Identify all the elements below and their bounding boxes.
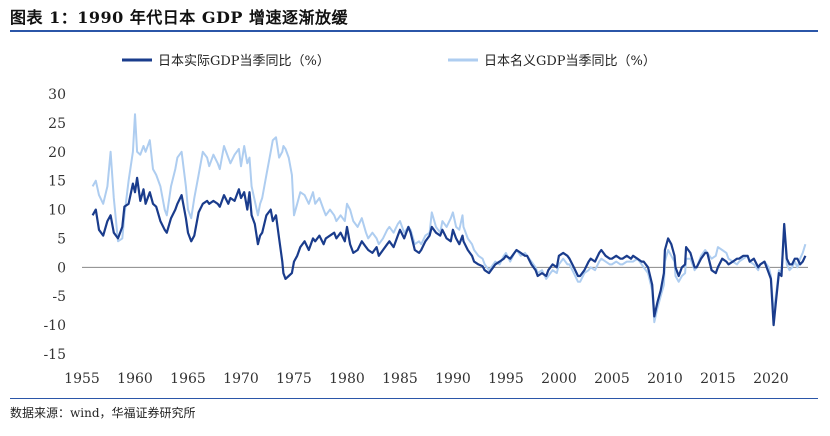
- x-tick-label: 1980: [329, 371, 365, 387]
- legend-label-nominal: 日本名义GDP当季同比（%）: [484, 53, 656, 69]
- y-tick-label: 10: [48, 203, 66, 219]
- y-tick-label: 30: [48, 87, 66, 103]
- x-tick-label: 1960: [117, 371, 153, 387]
- y-tick-label: 20: [48, 145, 66, 161]
- y-tick-label: -5: [52, 289, 66, 305]
- x-tick-label: 1965: [170, 371, 206, 387]
- series-line-nominal-gdp: [91, 113, 807, 324]
- footer-rule: [10, 398, 818, 399]
- y-axis-tick-labels: 30 25 20 15 10 5 0 -5 -10 -15: [43, 87, 66, 363]
- y-tick-label: -15: [43, 347, 66, 363]
- x-axis-tick-labels: 1955 1960 1965 1970 1975 1980 1985 1990 1995 2000…: [64, 371, 789, 387]
- y-tick-label: 25: [48, 116, 66, 132]
- y-tick-label: 5: [57, 231, 66, 247]
- y-tick-label: -10: [43, 318, 66, 334]
- x-tick-label: 1955: [64, 371, 100, 387]
- title-rule: [10, 30, 818, 32]
- chart-series: [91, 113, 807, 327]
- x-tick-label: 2015: [700, 371, 736, 387]
- x-tick-label: 2000: [541, 371, 577, 387]
- series-line-real-gdp: [91, 176, 807, 327]
- y-tick-label: 15: [48, 174, 66, 190]
- source-note: 数据来源：wind，华福证券研究所: [10, 406, 196, 420]
- legend-label-real: 日本实际GDP当季同比（%）: [158, 54, 330, 69]
- chart-legend: 日本实际GDP当季同比（%） 日本名义GDP当季同比（%）: [122, 53, 656, 69]
- y-tick-label: 0: [57, 260, 66, 276]
- x-tick-label: 2010: [647, 371, 683, 387]
- x-tick-label: 2005: [594, 371, 630, 387]
- x-tick-label: 1975: [276, 371, 312, 387]
- x-tick-label: 1990: [435, 371, 471, 387]
- gdp-line-chart: 日本实际GDP当季同比（%） 日本名义GDP当季同比（%） 3025201510…: [43, 53, 808, 387]
- x-tick-label: 1970: [223, 371, 259, 387]
- x-tick-label: 1995: [488, 371, 524, 387]
- x-tick-label: 1985: [382, 371, 418, 387]
- figure-title: 图表 1：1990 年代日本 GDP 增速逐渐放缓: [10, 8, 349, 27]
- x-tick-label: 2020: [753, 371, 789, 387]
